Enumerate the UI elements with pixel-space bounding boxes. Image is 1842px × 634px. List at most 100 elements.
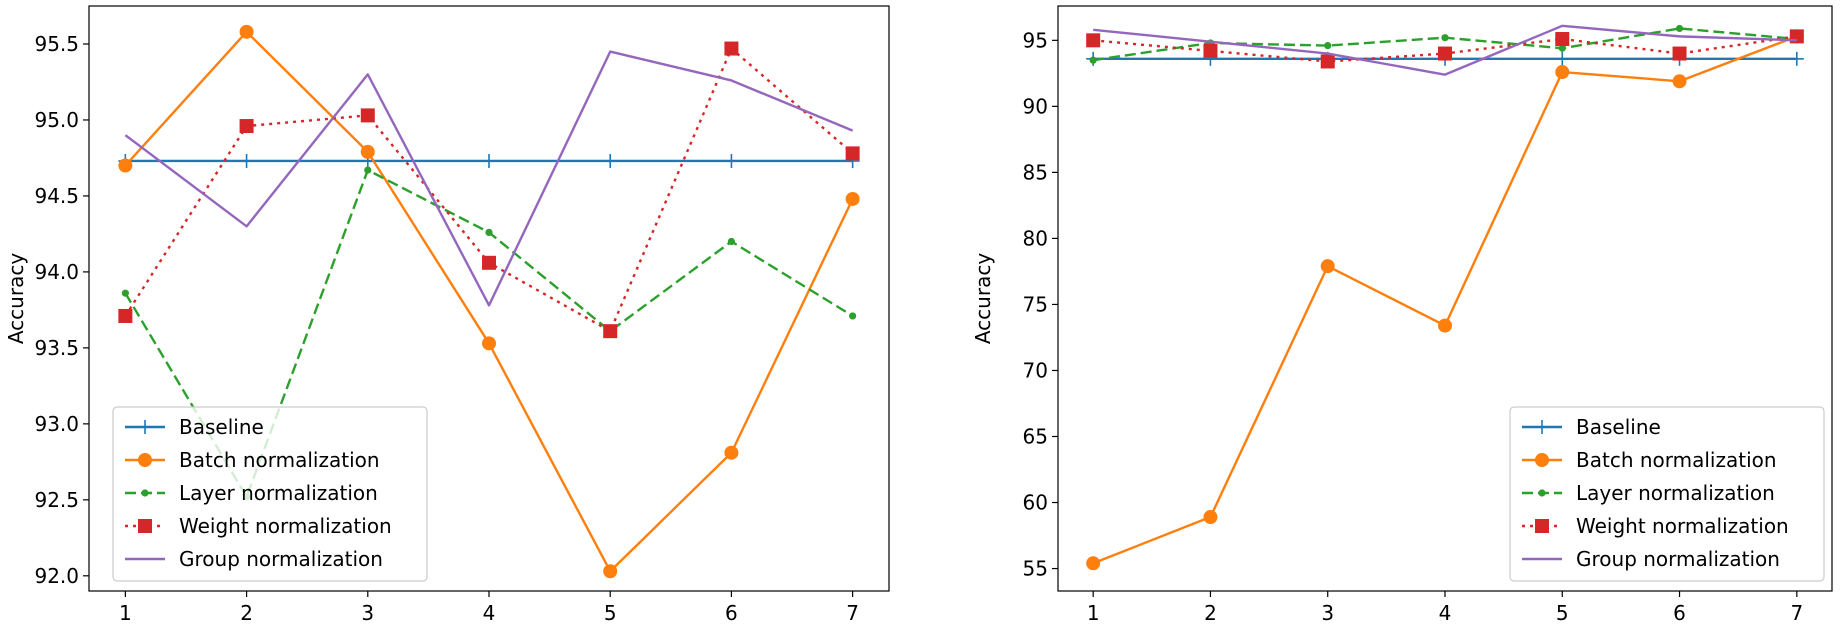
y-tick-label: 60 xyxy=(1023,491,1048,515)
data-point xyxy=(118,308,133,323)
series-batch-normalization xyxy=(1086,29,1804,571)
data-point xyxy=(121,289,129,297)
legend-item: Layer normalization xyxy=(1522,481,1775,505)
legend-item: Group normalization xyxy=(1522,547,1780,571)
y-tick-label: 55 xyxy=(1023,557,1048,581)
legend: Baseline Batch normalization Layer normali… xyxy=(112,406,428,582)
data-point xyxy=(1086,33,1101,48)
data-point xyxy=(1555,32,1570,47)
data-point xyxy=(845,191,860,206)
legend-item: Batch normalization xyxy=(125,448,380,472)
y-tick-label: 92.5 xyxy=(34,488,79,512)
legend-item: Baseline xyxy=(1522,415,1661,439)
data-point xyxy=(845,146,860,161)
x-tick-label: 4 xyxy=(1439,601,1452,625)
legend-item: Weight normalization xyxy=(125,514,392,538)
legend-label: Group normalization xyxy=(1576,547,1780,571)
data-point xyxy=(1438,318,1452,333)
data-point xyxy=(1555,65,1570,80)
data-point xyxy=(1203,43,1218,58)
chart-panel-2: 55 60 65 70 75 80 85 90 95 1 2 3 4 5 6 7 Accuracy Baselin… xyxy=(971,5,1833,625)
x-tick-label: 5 xyxy=(1556,601,1569,625)
legend-item: Batch normalization xyxy=(1522,448,1777,472)
data-point xyxy=(1789,51,1804,66)
data-point xyxy=(603,564,618,579)
data-point xyxy=(360,108,375,123)
legend-item: Weight normalization xyxy=(1522,514,1789,538)
series-line xyxy=(1093,24,1797,76)
data-point xyxy=(1086,556,1101,571)
data-point xyxy=(603,153,618,168)
y-tick-label: 93.5 xyxy=(34,336,79,360)
legend-label: Group normalization xyxy=(179,547,383,571)
legend-label: Weight normalization xyxy=(1576,514,1789,538)
data-point xyxy=(1555,51,1570,66)
y-tick-label: 92.0 xyxy=(34,564,79,588)
legend-label: Layer normalization xyxy=(1576,481,1775,505)
y-tick-label: 80 xyxy=(1023,226,1048,250)
data-point xyxy=(724,41,739,56)
data-point xyxy=(724,445,739,460)
data-point xyxy=(1203,510,1218,525)
legend-marker xyxy=(1538,489,1546,497)
legend-marker xyxy=(138,453,152,467)
data-point xyxy=(364,166,372,174)
data-point xyxy=(724,153,739,168)
legend-label: Baseline xyxy=(1576,415,1661,439)
x-tick-label: 7 xyxy=(1790,601,1803,625)
x-tick-label: 1 xyxy=(119,601,132,625)
data-point xyxy=(1675,24,1684,33)
legend-label: Weight normalization xyxy=(179,514,392,538)
data-point xyxy=(118,158,133,173)
y-tick-label: 75 xyxy=(1023,292,1048,316)
data-point xyxy=(727,237,736,246)
data-point xyxy=(1320,259,1335,274)
legend-label: Baseline xyxy=(179,415,264,439)
legend-label: Layer normalization xyxy=(179,481,378,505)
legend-marker xyxy=(138,519,152,533)
data-point xyxy=(1438,46,1452,61)
series-line xyxy=(124,50,854,307)
y-tick-label: 93.0 xyxy=(34,412,79,436)
data-point xyxy=(1324,42,1332,50)
series-batch-normalization xyxy=(118,24,860,579)
x-tick-label: 2 xyxy=(240,601,253,625)
legend-marker xyxy=(1535,453,1549,467)
series-weight-normalization xyxy=(118,41,860,339)
series-group-normalization xyxy=(1093,24,1797,76)
y-tick-label: 95.0 xyxy=(34,108,79,132)
y-tick-label: 95 xyxy=(1023,28,1048,52)
x-tick-label: 4 xyxy=(483,601,496,625)
y-tick-label: 70 xyxy=(1023,358,1048,382)
legend-label: Batch normalization xyxy=(179,448,380,472)
data-point xyxy=(482,153,496,168)
legend-item: Layer normalization xyxy=(125,481,378,505)
data-point xyxy=(485,228,493,237)
data-point xyxy=(239,24,254,39)
y-tick-label: 94.5 xyxy=(34,184,79,208)
x-tick-label: 5 xyxy=(604,601,617,625)
legend-marker xyxy=(141,489,149,497)
y-tick-label: 90 xyxy=(1023,94,1048,118)
x-tick-label: 7 xyxy=(846,601,859,625)
data-point xyxy=(603,324,618,339)
legend-item: Group normalization xyxy=(125,547,383,571)
y-axis-label: Accuracy xyxy=(971,253,995,344)
legend-box xyxy=(1509,406,1825,582)
legend-marker xyxy=(138,420,152,434)
y-tick-label: 65 xyxy=(1023,424,1048,448)
data-point xyxy=(482,336,496,351)
data-point xyxy=(1672,46,1687,61)
x-tick-label: 6 xyxy=(1673,601,1686,625)
x-tick-label: 6 xyxy=(725,601,738,625)
x-tick-label: 3 xyxy=(1321,601,1334,625)
data-point xyxy=(360,144,375,159)
data-point xyxy=(1089,56,1097,64)
legend-item: Baseline xyxy=(125,415,264,439)
legend: Baseline Batch normalization Layer normali… xyxy=(1509,406,1825,582)
x-tick-label: 2 xyxy=(1204,601,1217,625)
series-group-normalization xyxy=(124,50,854,307)
data-point xyxy=(239,153,254,168)
y-tick-label: 94.0 xyxy=(34,260,79,284)
